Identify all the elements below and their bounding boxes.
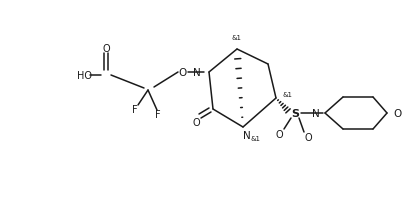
Text: &1: &1 — [283, 92, 293, 98]
Text: N: N — [243, 130, 251, 140]
Text: S: S — [291, 108, 299, 118]
Text: &1: &1 — [232, 35, 242, 41]
Text: O: O — [179, 68, 187, 78]
Text: O: O — [393, 108, 401, 118]
Text: HO: HO — [77, 71, 92, 81]
Text: O: O — [275, 129, 283, 139]
Text: F: F — [155, 109, 161, 119]
Text: O: O — [304, 132, 312, 142]
Text: &1: &1 — [251, 135, 261, 141]
Text: F: F — [132, 104, 138, 115]
Text: N: N — [193, 68, 201, 78]
Text: N: N — [312, 108, 320, 118]
Text: O: O — [102, 44, 110, 54]
Text: O: O — [192, 117, 200, 127]
